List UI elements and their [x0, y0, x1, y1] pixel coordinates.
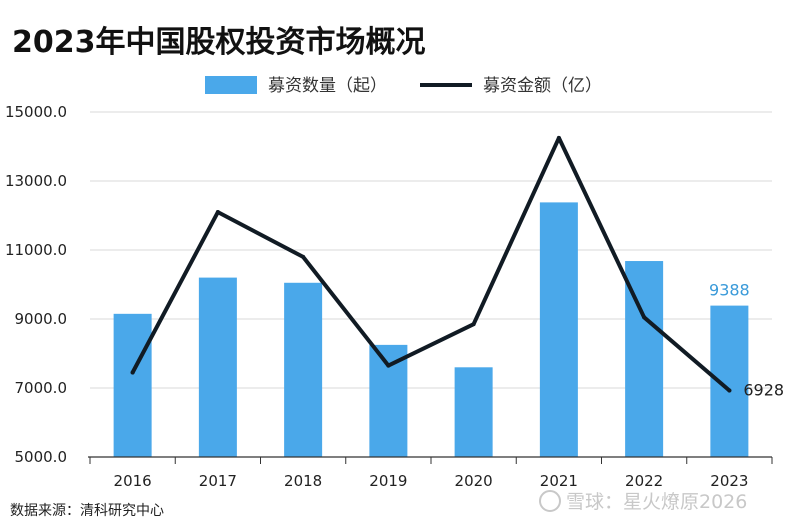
legend-bar-swatch — [205, 76, 257, 94]
watermark: 雪球：星火燎原2026 — [539, 490, 747, 513]
legend-line-label: 募资金额（亿） — [483, 76, 602, 96]
line-point — [642, 315, 647, 320]
x-tick-label: 2019 — [369, 472, 407, 490]
line-point — [301, 254, 306, 259]
annotations: 9388 6928 — [709, 281, 784, 400]
bar-series — [113, 202, 749, 457]
x-tick-label: 2021 — [540, 472, 578, 490]
source-note: 数据来源：清科研究中心 — [10, 503, 164, 519]
y-tick-label: 11000.0 — [5, 241, 67, 259]
line-data-label: 6928 — [743, 380, 784, 399]
line-series — [130, 135, 732, 393]
line-point — [386, 363, 391, 368]
legend-bar-label: 募资数量（起） — [268, 76, 387, 96]
y-tick-label: 7000.0 — [15, 379, 68, 397]
line-point — [130, 370, 135, 375]
bar — [454, 367, 493, 457]
x-tick-label: 2018 — [284, 472, 322, 490]
y-axis-ticks: 5000.0 7000.0 9000.0 11000.0 13000.0 15000.0 — [5, 103, 67, 466]
y-tick-label: 13000.0 — [5, 172, 67, 190]
x-axis-ticks: 2016 2017 2018 2019 2020 2021 2022 2023 — [89, 457, 773, 490]
amount-line — [130, 135, 732, 393]
y-tick-label: 9000.0 — [15, 310, 68, 328]
x-tick-label: 2017 — [199, 472, 237, 490]
watermark-text: 雪球：星火燎原2026 — [566, 491, 747, 513]
watermark-logo-icon — [539, 490, 561, 512]
y-tick-label: 5000.0 — [15, 448, 68, 466]
line-point — [556, 135, 561, 140]
bar — [539, 202, 578, 457]
x-tick-label: 2016 — [114, 472, 152, 490]
bar — [369, 344, 408, 457]
x-tick-label: 2022 — [625, 472, 663, 490]
legend: 募资数量（起） 募资金额（亿） — [205, 76, 602, 96]
bar — [113, 313, 152, 457]
line-point — [215, 210, 220, 215]
chart-title: 2023年中国股权投资市场概况 — [12, 25, 426, 60]
bar — [198, 277, 237, 457]
line-point — [727, 388, 732, 393]
x-tick-label: 2020 — [455, 472, 493, 490]
x-tick-label: 2023 — [710, 472, 748, 490]
bar — [284, 282, 323, 457]
line-point — [471, 322, 476, 327]
bar-data-label: 9388 — [709, 281, 750, 300]
y-tick-label: 15000.0 — [5, 103, 67, 121]
